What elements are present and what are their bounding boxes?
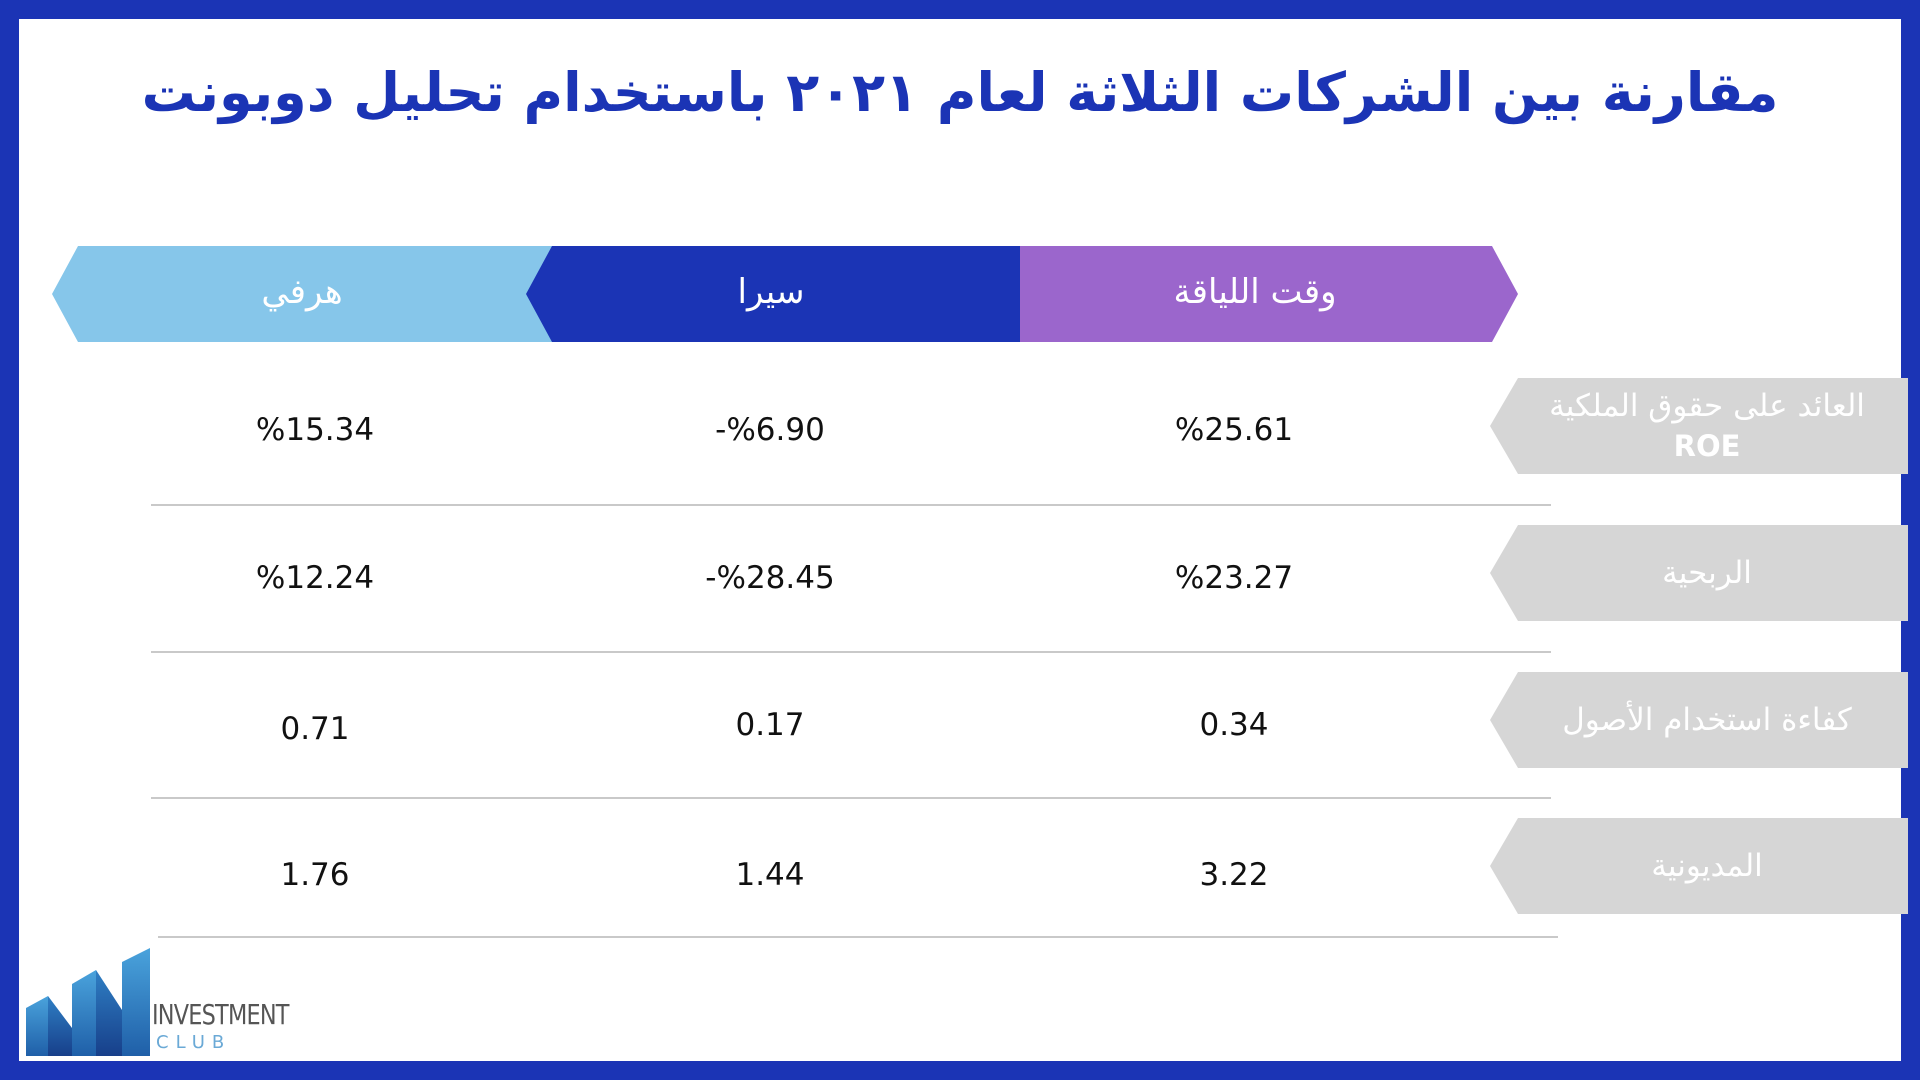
cell-asset-efficiency-sira: 0.17 (735, 707, 805, 743)
column-header-label: وقت اللياقة (1173, 272, 1337, 312)
slide-title: مقارنة بين الشركات الثلاثة لعام ٢٠٢١ باس… (141, 61, 1779, 124)
column-header-label: سيرا (737, 272, 805, 312)
row-divider (151, 797, 1551, 799)
column-header-label: هرفي (261, 272, 343, 312)
cell-roe-sira: -%6.90 (715, 412, 825, 448)
cell-roe-fitness-time: %25.61 (1174, 412, 1294, 448)
row-divider (151, 504, 1551, 506)
column-header-fitness-time: وقت اللياقة (992, 246, 1518, 342)
logo-wordmark: INVESTMENT (152, 998, 289, 1031)
row-label-text: المديونية (1651, 848, 1763, 884)
row-sublabel-text: ROE (1673, 429, 1741, 463)
row-divider (158, 936, 1558, 938)
cell-leverage-sira: 1.44 (735, 857, 805, 893)
row-label-text: العائد على حقوق الملكية (1549, 388, 1865, 424)
row-label-asset-efficiency: كفاءة استخدام الأصول (1490, 672, 1908, 768)
cell-leverage-fitness-time: 3.22 (1199, 857, 1269, 893)
row-label-text: كفاءة استخدام الأصول (1562, 702, 1852, 738)
logo-subtext: CLUB (156, 1032, 232, 1053)
row-label-leverage: المديونية (1490, 818, 1908, 914)
cell-asset-efficiency-fitness-time: 0.34 (1199, 707, 1269, 743)
row-label-roe: العائد على حقوق الملكية ROE (1490, 378, 1908, 474)
cell-profitability-sira: -%28.45 (705, 560, 835, 596)
column-header-sira: سيرا (522, 246, 1020, 342)
row-label-text: الربحية (1662, 555, 1752, 591)
column-header-herfy: هرفي (52, 246, 552, 342)
cell-profitability-herfy: %12.24 (255, 560, 375, 596)
cell-leverage-herfy: 1.76 (280, 857, 350, 893)
row-divider (151, 651, 1551, 653)
row-label-profitability: الربحية (1490, 525, 1908, 621)
investment-club-logo-icon (26, 948, 150, 1056)
cell-asset-efficiency-herfy: 0.71 (280, 711, 350, 747)
cell-profitability-fitness-time: %23.27 (1174, 560, 1294, 596)
cell-roe-herfy: %15.34 (255, 412, 375, 448)
